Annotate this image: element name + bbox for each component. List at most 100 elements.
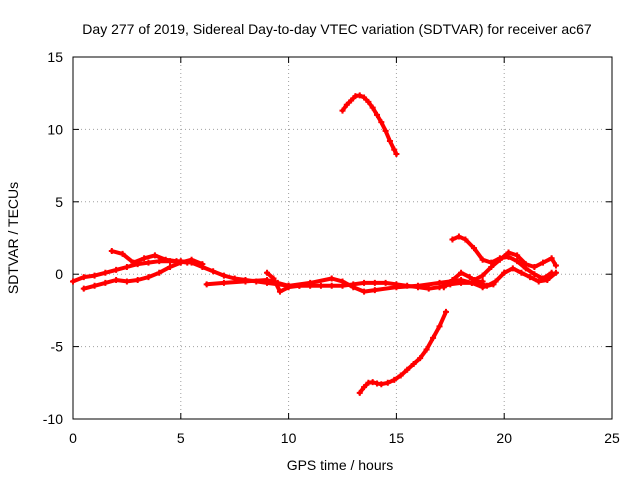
data-point (361, 279, 368, 286)
data-point (488, 263, 495, 270)
data-point (540, 259, 547, 266)
y-tick-label: 15 (47, 49, 63, 65)
data-point (382, 127, 389, 134)
series-track-j (356, 308, 449, 396)
data-point (414, 282, 421, 289)
data-point (361, 384, 368, 391)
data-point (449, 276, 456, 283)
data-point (199, 261, 206, 268)
data-point (544, 276, 551, 283)
series-track-g (471, 249, 559, 283)
data-point (479, 272, 486, 279)
data-point (522, 261, 529, 268)
data-markers (70, 92, 559, 396)
series-track-c (108, 248, 191, 266)
data-point (70, 278, 76, 285)
data-point (361, 288, 368, 295)
data-point (436, 279, 443, 286)
data-point (373, 111, 380, 118)
data-point (270, 275, 277, 282)
data-point (113, 266, 120, 273)
data-point (496, 256, 503, 263)
data-point (220, 279, 227, 286)
data-point (505, 249, 512, 256)
data-point (483, 282, 490, 289)
data-point (276, 288, 283, 295)
data-point (393, 151, 400, 158)
y-tick-label: -10 (43, 411, 63, 427)
data-point (397, 372, 404, 379)
data-point (151, 252, 158, 259)
data-point (365, 98, 372, 105)
data-point (369, 104, 376, 111)
series-line (340, 93, 399, 156)
data-point (384, 379, 391, 386)
data-point (317, 282, 324, 289)
data-point (466, 274, 473, 281)
x-tick-label: 25 (604, 430, 620, 446)
data-point (296, 282, 303, 289)
data-point (108, 248, 115, 255)
y-axis-label: SDTVAR / TECUs (5, 182, 21, 294)
data-point (378, 381, 385, 388)
data-point (119, 250, 126, 257)
data-point (328, 282, 335, 289)
data-point (188, 256, 195, 263)
data-point (430, 334, 437, 341)
data-point (509, 265, 516, 272)
data-point (328, 275, 335, 282)
data-point (393, 284, 400, 291)
data-point (552, 262, 559, 269)
data-point (458, 276, 465, 283)
chart-title: Day 277 of 2019, Sidereal Day-to-day VTE… (82, 21, 592, 37)
data-point (442, 308, 449, 315)
data-point (382, 279, 389, 286)
data-point (123, 278, 130, 285)
data-point (350, 284, 357, 291)
data-point (242, 278, 249, 285)
data-point (475, 279, 482, 286)
data-point (184, 259, 191, 266)
data-point (264, 269, 271, 276)
x-axis-label: GPS time / hours (287, 457, 394, 473)
data-point (514, 252, 521, 259)
data-point (113, 276, 120, 283)
data-point (80, 285, 87, 292)
data-point (471, 245, 478, 252)
data-point (535, 278, 542, 285)
data-point (410, 360, 417, 367)
data-point (145, 274, 152, 281)
data-point (307, 279, 314, 286)
data-point (391, 146, 398, 153)
x-tick-label: 5 (177, 430, 185, 446)
data-point (145, 259, 152, 266)
data-point (156, 269, 163, 276)
ticks (72, 56, 613, 420)
data-point (91, 272, 98, 279)
x-tick-label: 10 (281, 430, 297, 446)
series-track-i (339, 92, 400, 158)
data-point (210, 268, 217, 275)
data-point (167, 263, 174, 270)
data-point (141, 255, 148, 262)
data-point (423, 346, 430, 353)
x-tick-label: 20 (496, 430, 512, 446)
data-point (343, 101, 350, 108)
series-track-e (264, 269, 303, 295)
x-tick-label: 0 (69, 430, 77, 446)
data-point (285, 284, 292, 291)
data-point (371, 287, 378, 294)
data-point (356, 92, 363, 99)
data-point (378, 119, 385, 126)
data-point (339, 278, 346, 285)
data-point (531, 263, 538, 270)
data-point (440, 284, 447, 291)
y-tick-label: 5 (55, 194, 63, 210)
data-point (449, 236, 456, 243)
data-point (91, 282, 98, 289)
series-track-h (440, 265, 559, 291)
data-point (220, 272, 227, 279)
data-point (348, 97, 355, 104)
data-point (531, 271, 538, 278)
grid (73, 57, 612, 419)
